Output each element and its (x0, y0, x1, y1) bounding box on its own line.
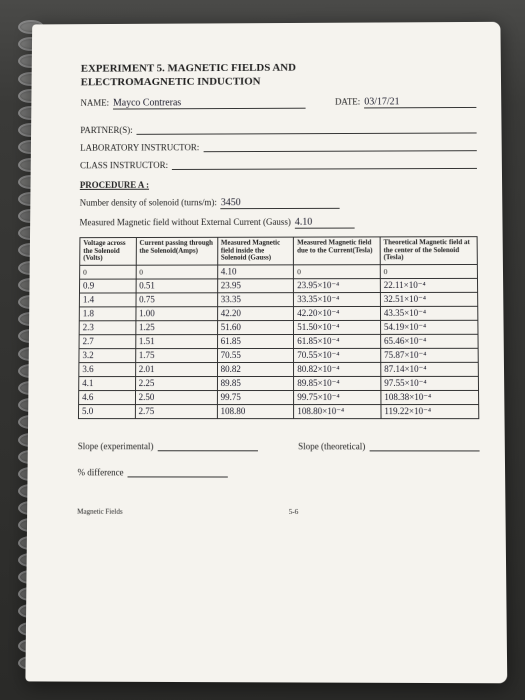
table-cell: 97.55×10⁻⁴ (381, 376, 479, 390)
table-cell: 61.85 (217, 335, 294, 349)
table-cell: 99.75×10⁻⁴ (294, 391, 381, 405)
date-label: DATE: (335, 97, 360, 109)
table-header: Current passing through the Solenoid(Amp… (136, 237, 218, 265)
notebook-page: EXPERIMENT 5. MAGNETIC FIELDS AND ELECTR… (25, 22, 507, 684)
table-cell: 51.50×10⁻⁴ (294, 320, 381, 334)
table-header: Voltage across the Solenoid (Volts) (80, 238, 136, 266)
table-cell: 5.0 (78, 405, 135, 419)
table-cell: 33.35 (217, 293, 293, 307)
table-cell: 70.55×10⁻⁴ (294, 348, 381, 362)
measured-value: 4.10 (295, 217, 312, 228)
slope-theo-label: Slope (theoretical) (298, 441, 365, 451)
table-cell: 2.3 (79, 321, 135, 335)
table-cell: 2.01 (135, 363, 217, 377)
table-cell: 0.51 (136, 279, 218, 293)
pct-diff-label: % difference (77, 467, 123, 477)
table-row: 4.12.2589.8589.85×10⁻⁴97.55×10⁻⁴ (79, 376, 479, 390)
table-cell: 33.35×10⁻⁴ (294, 293, 381, 307)
table-header: Measured Magnetic field due to the Curre… (294, 237, 380, 265)
table-cell: 22.11×10⁻⁴ (380, 278, 477, 292)
table-cell: 61.85×10⁻⁴ (294, 334, 381, 348)
table-cell: 80.82 (217, 363, 294, 377)
table-cell: 2.25 (135, 377, 217, 391)
table-cell: 0.9 (79, 279, 135, 293)
table-cell: 0 (294, 265, 381, 279)
table-cell: 23.95×10⁻⁴ (294, 279, 381, 293)
table-cell: 89.85×10⁻⁴ (294, 377, 381, 391)
table-cell: 3.2 (79, 349, 136, 363)
table-header-row: Voltage across the Solenoid (Volts)Curre… (80, 237, 478, 266)
table-cell: 4.10 (217, 265, 293, 279)
table-cell: 1.75 (135, 349, 217, 363)
table-row: 3.21.7570.5570.55×10⁻⁴75.87×10⁻⁴ (79, 348, 478, 362)
table-cell: 1.51 (135, 335, 217, 349)
table-cell: 2.7 (79, 335, 135, 349)
page-content: EXPERIMENT 5. MAGNETIC FIELDS AND ELECTR… (77, 61, 480, 516)
table-cell: 89.85 (217, 377, 294, 391)
table-row: 1.40.7533.3533.35×10⁻⁴32.51×10⁻⁴ (79, 292, 477, 307)
table-cell: 43.35×10⁻⁴ (380, 306, 478, 320)
date-value: 03/17/21 (364, 97, 399, 108)
table-row: 2.71.5161.8561.85×10⁻⁴65.46×10⁻⁴ (79, 334, 478, 348)
name-value: Mayco Contreras (113, 98, 181, 109)
experiment-title-2: ELECTROMAGNETIC INDUCTION (81, 75, 477, 89)
table-cell: 65.46×10⁻⁴ (380, 334, 478, 348)
density-value: 3450 (221, 197, 241, 208)
measured-label: Measured Magnetic field without External… (80, 217, 291, 229)
table-row: 004.1000 (80, 265, 478, 280)
table-cell: 1.8 (79, 307, 135, 321)
table-cell: 0 (80, 265, 136, 279)
table-row: 4.62.5099.7599.75×10⁻⁴108.38×10⁻⁴ (79, 391, 479, 405)
table-cell: 119.22×10⁻⁴ (381, 405, 479, 419)
table-cell: 4.1 (79, 377, 136, 391)
table-cell: 99.75 (217, 391, 294, 405)
slope-exp-label: Slope (experimental) (78, 441, 154, 451)
table-cell: 54.19×10⁻⁴ (380, 320, 478, 334)
table-cell: 87.14×10⁻⁴ (381, 362, 479, 376)
table-cell: 108.80×10⁻⁴ (294, 405, 381, 419)
table-cell: 2.50 (135, 391, 217, 405)
table-cell: 70.55 (217, 349, 294, 363)
table-cell: 42.20 (217, 307, 293, 321)
table-cell: 108.38×10⁻⁴ (381, 391, 479, 405)
partner-label: PARTNER(S): (80, 125, 132, 135)
table-row: 3.62.0180.8280.82×10⁻⁴87.14×10⁻⁴ (79, 362, 479, 376)
data-table: Voltage across the Solenoid (Volts)Curre… (78, 236, 479, 419)
table-cell: 0 (380, 265, 477, 279)
lab-instructor-label: LABORATORY INSTRUCTOR: (80, 142, 199, 152)
table-cell: 1.00 (136, 307, 218, 321)
procedure-heading: PROCEDURE A : (80, 179, 477, 190)
table-cell: 51.60 (217, 321, 293, 335)
table-cell: 3.6 (79, 363, 136, 377)
density-label: Number density of solenoid (turns/m): (80, 197, 217, 209)
table-cell: 0 (136, 265, 218, 279)
footer-page: 5-6 (289, 508, 298, 516)
table-body: 004.10000.90.5123.9523.95×10⁻⁴22.11×10⁻⁴… (78, 265, 478, 419)
table-row: 5.02.75108.80108.80×10⁻⁴119.22×10⁻⁴ (78, 405, 478, 419)
table-cell: 1.4 (79, 293, 135, 307)
table-cell: 0.75 (136, 293, 218, 307)
table-cell: 1.25 (135, 321, 217, 335)
table-cell: 42.20×10⁻⁴ (294, 307, 381, 321)
experiment-title-1: EXPERIMENT 5. MAGNETIC FIELDS AND (81, 61, 476, 75)
table-cell: 23.95 (217, 279, 293, 293)
table-header: Measured Magnetic field inside the Solen… (217, 237, 293, 265)
name-label: NAME: (80, 98, 109, 110)
class-instructor-label: CLASS INSTRUCTOR: (80, 160, 168, 170)
table-row: 0.90.5123.9523.95×10⁻⁴22.11×10⁻⁴ (79, 278, 477, 293)
table-cell: 108.80 (217, 405, 294, 419)
table-header: Theoretical Magnetic field at the center… (380, 237, 477, 265)
table-cell: 75.87×10⁻⁴ (381, 348, 479, 362)
table-row: 2.31.2551.6051.50×10⁻⁴54.19×10⁻⁴ (79, 320, 478, 334)
table-cell: 2.75 (135, 405, 217, 419)
footer-left: Magnetic Fields (77, 508, 122, 516)
table-row: 1.81.0042.2042.20×10⁻⁴43.35×10⁻⁴ (79, 306, 478, 321)
table-cell: 32.51×10⁻⁴ (380, 292, 478, 306)
table-cell: 4.6 (79, 391, 136, 405)
table-cell: 80.82×10⁻⁴ (294, 362, 381, 376)
